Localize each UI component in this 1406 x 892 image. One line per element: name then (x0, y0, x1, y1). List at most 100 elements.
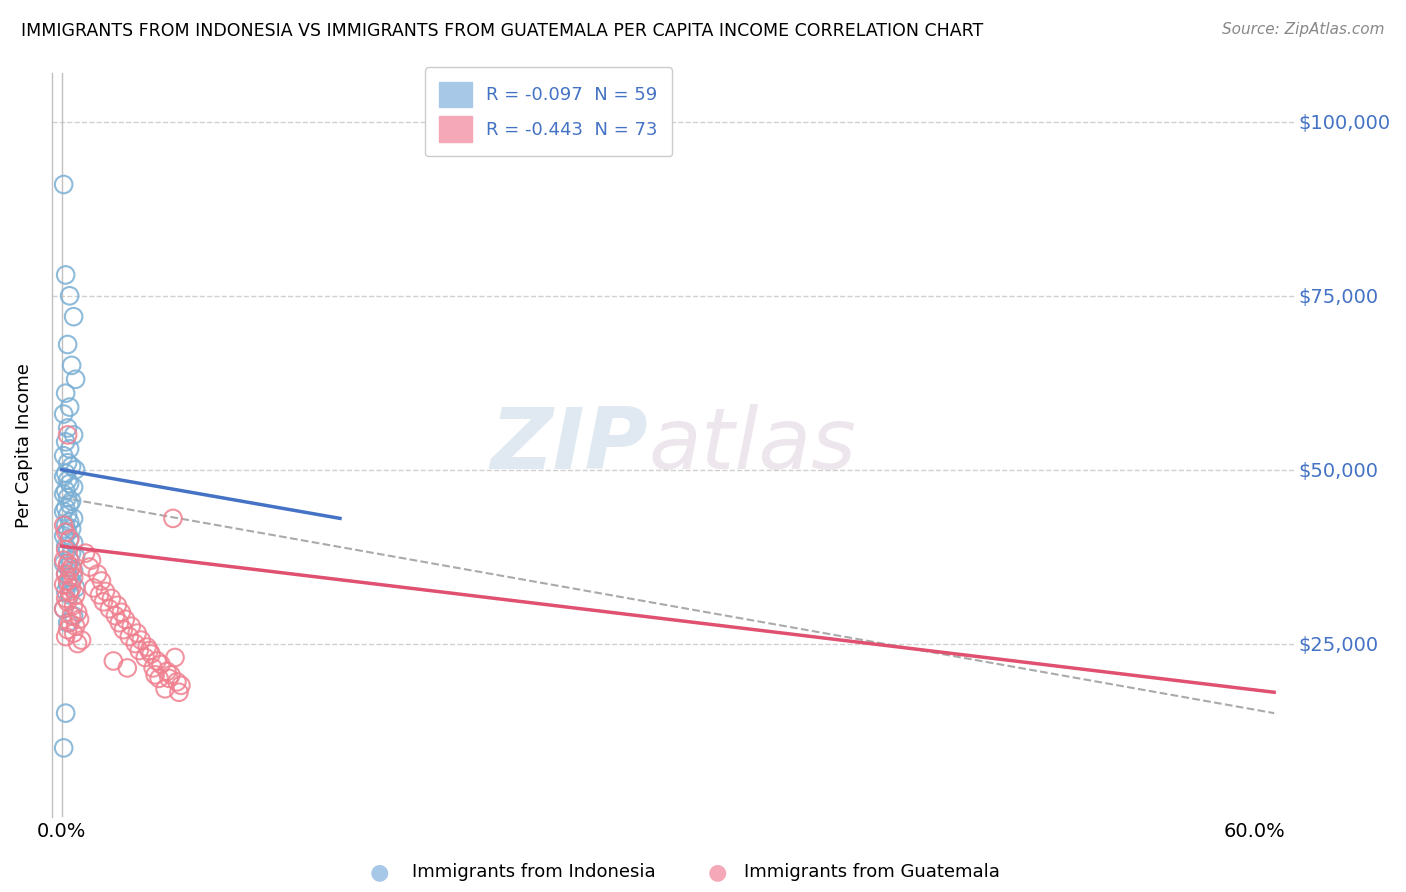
Point (112, 623, 135, 637)
Point (52, 469, 75, 483)
Point (110, 605, 132, 619)
Point (59, 615, 82, 630)
Point (62, 428, 84, 442)
Point (153, 681, 176, 696)
Point (55, 268, 77, 282)
Text: ●: ● (707, 863, 727, 882)
Point (60, 359, 83, 373)
Point (80, 553, 103, 567)
Point (56, 491, 79, 505)
Point (148, 671, 170, 685)
Point (60, 560, 83, 574)
Point (52, 557, 75, 571)
Point (65, 588, 87, 602)
Point (79, 560, 101, 574)
Point (93, 595, 115, 609)
Point (162, 511, 184, 525)
Point (59, 584, 82, 599)
Point (62, 626, 84, 640)
Point (65, 463, 87, 477)
Point (52, 407, 75, 421)
Point (52, 529, 75, 543)
Point (104, 608, 127, 623)
Point (52, 602, 75, 616)
Point (124, 636, 146, 650)
Point (55, 466, 77, 480)
Point (59, 564, 82, 578)
Point (62, 564, 84, 578)
Point (138, 643, 160, 657)
Text: Immigrants from Indonesia: Immigrants from Indonesia (412, 863, 657, 881)
Point (118, 630, 141, 644)
Point (128, 643, 150, 657)
Point (127, 626, 149, 640)
Point (56, 560, 79, 574)
Y-axis label: Per Capita Income: Per Capita Income (15, 363, 32, 528)
Point (56, 542, 79, 557)
Point (55, 500, 77, 515)
Point (157, 671, 180, 685)
Point (129, 633, 152, 648)
Point (62, 608, 84, 623)
Point (55, 584, 77, 599)
Point (62, 511, 84, 525)
Point (62, 480, 84, 494)
Point (52, 487, 75, 501)
Point (56, 525, 79, 540)
Legend: R = -0.097  N = 59, R = -0.443  N = 73: R = -0.097 N = 59, R = -0.443 N = 73 (425, 68, 672, 156)
Point (163, 650, 186, 665)
Point (56, 473, 79, 487)
Point (150, 657, 173, 672)
Point (55, 386, 77, 401)
Point (56, 456, 79, 470)
Point (52, 449, 75, 463)
Point (62, 599, 84, 613)
Text: atlas: atlas (648, 404, 856, 487)
Text: Immigrants from Guatemala: Immigrants from Guatemala (744, 863, 1000, 881)
Point (56, 421, 79, 435)
Point (59, 570, 82, 584)
Point (120, 619, 142, 633)
Point (62, 310, 84, 324)
Point (59, 533, 82, 547)
Point (59, 400, 82, 414)
Point (66, 605, 89, 619)
Point (105, 599, 128, 613)
Point (52, 504, 75, 518)
Point (59, 476, 82, 491)
Point (55, 539, 77, 553)
Point (56, 428, 79, 442)
Text: ZIP: ZIP (491, 404, 648, 487)
Point (146, 654, 169, 668)
Point (82, 581, 104, 595)
Point (103, 654, 125, 668)
Point (59, 498, 82, 512)
Point (59, 553, 82, 567)
Point (108, 615, 131, 630)
Point (55, 567, 77, 582)
Point (52, 178, 75, 192)
Point (90, 574, 112, 588)
Point (65, 619, 87, 633)
Point (55, 567, 77, 582)
Point (75, 546, 97, 560)
Point (69, 612, 91, 626)
Point (56, 615, 79, 630)
Point (98, 602, 121, 616)
Point (170, 678, 193, 692)
Point (52, 553, 75, 567)
Point (60, 459, 83, 474)
Point (117, 661, 139, 675)
Point (56, 574, 79, 588)
Point (167, 685, 190, 699)
Point (66, 636, 89, 650)
Point (160, 668, 183, 682)
Point (59, 289, 82, 303)
Text: ●: ● (370, 863, 389, 882)
Point (62, 570, 84, 584)
Point (55, 483, 77, 498)
Point (55, 518, 77, 533)
Point (62, 535, 84, 549)
Point (55, 630, 77, 644)
Point (56, 557, 79, 571)
